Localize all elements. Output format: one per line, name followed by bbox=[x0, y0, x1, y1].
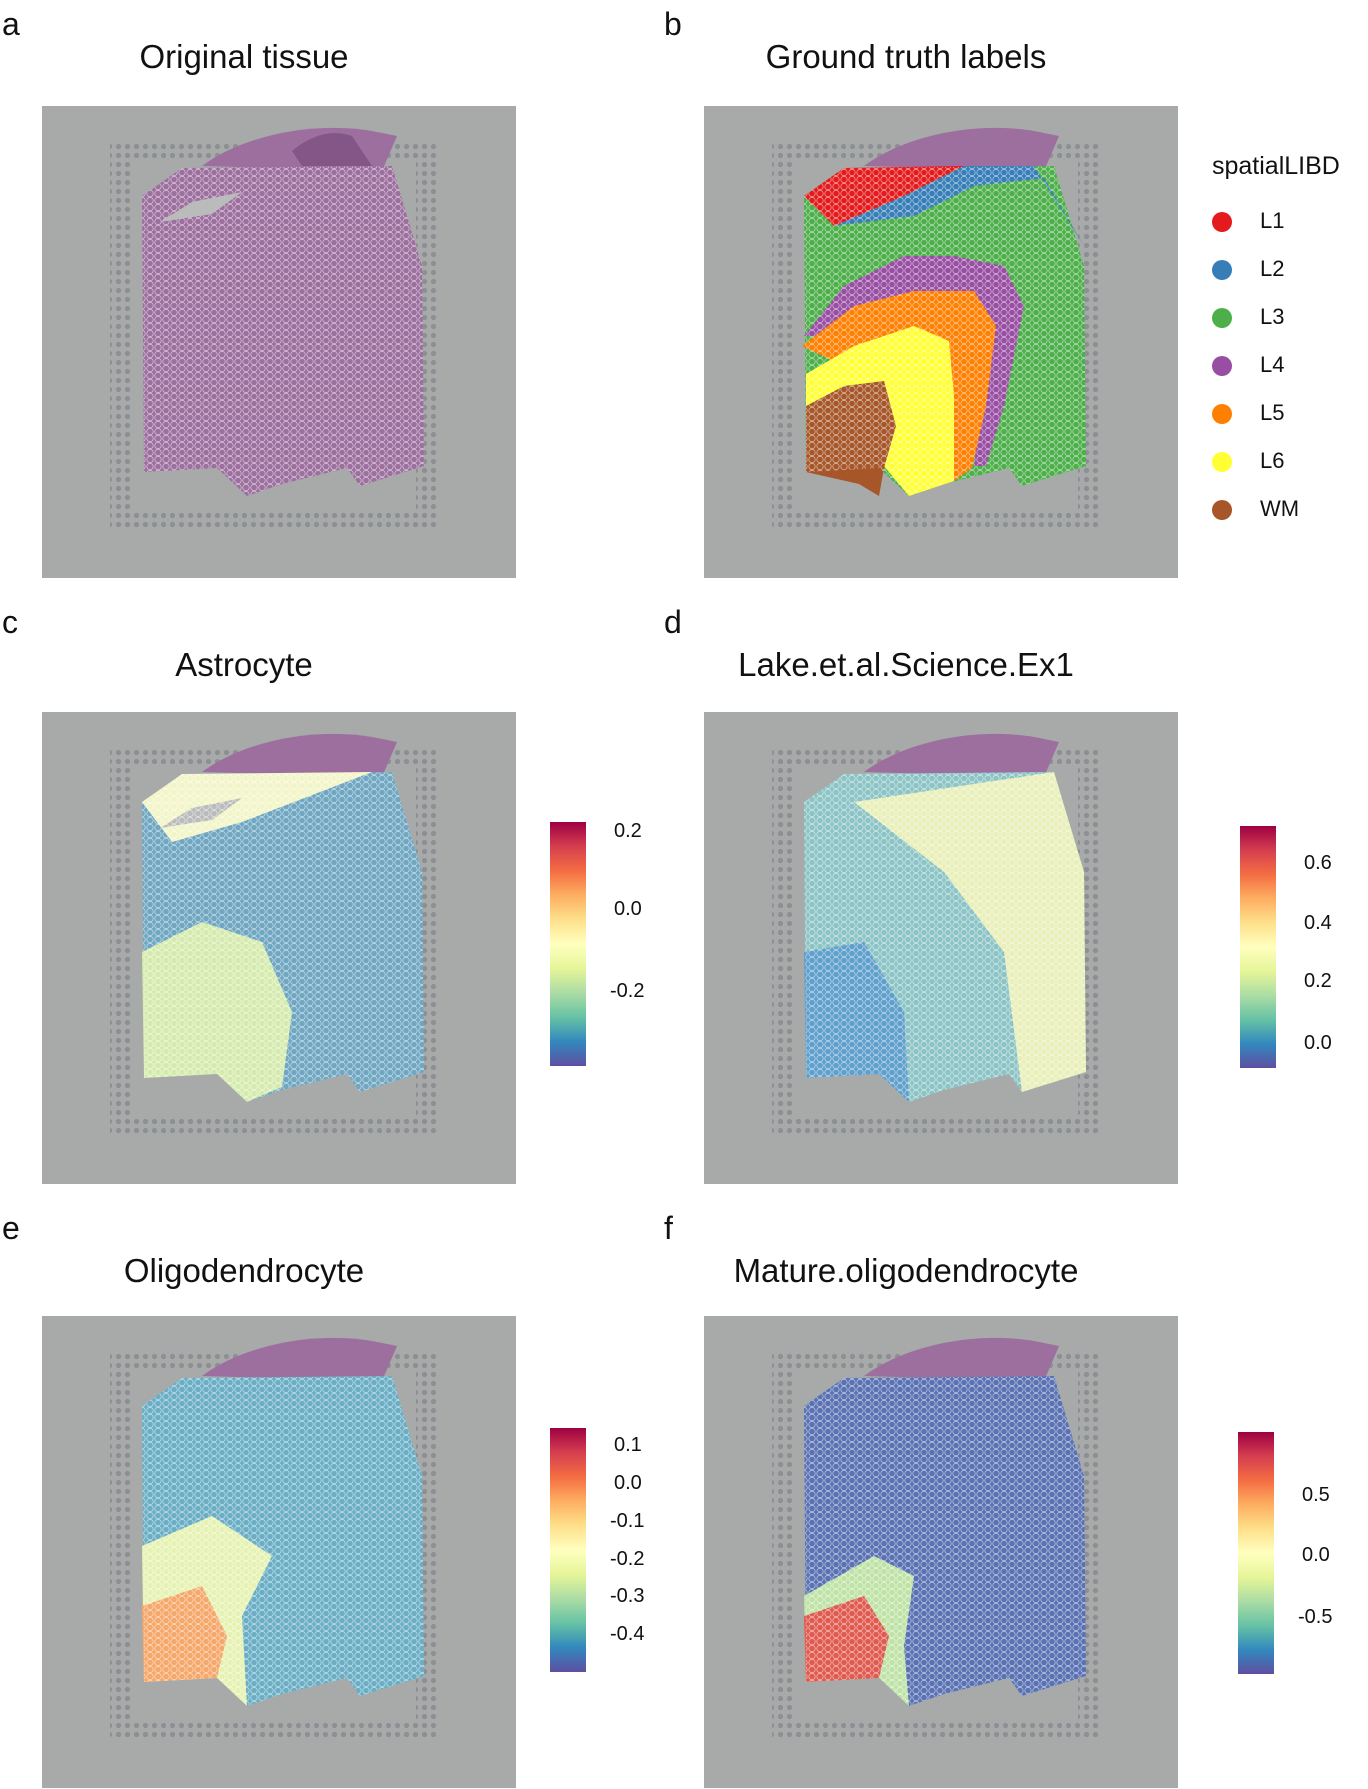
legend-label: L6 bbox=[1260, 448, 1285, 473]
tissue-image-c bbox=[42, 712, 516, 1184]
colorbar-e bbox=[550, 1428, 586, 1672]
panel-b-title: Ground truth labels bbox=[765, 38, 1047, 75]
panel-f-label: f bbox=[664, 1210, 673, 1246]
legend-label: L1 bbox=[1260, 208, 1285, 233]
legend-swatch bbox=[1212, 212, 1232, 233]
colorbar-e-tick-0: 0.1 bbox=[614, 1434, 642, 1456]
tissue-image-d bbox=[704, 712, 1178, 1184]
tissue-image-a bbox=[42, 106, 516, 578]
legend-swatch bbox=[1212, 260, 1232, 281]
legend-title: spatialLIBD bbox=[1212, 152, 1340, 180]
colorbar-c-tick-0: 0.2 bbox=[614, 820, 642, 842]
panel-f-title: Mature.oligodendrocyte bbox=[733, 1252, 1079, 1289]
legend-swatch bbox=[1212, 356, 1232, 377]
colorbar-c-tick-2: -0.2 bbox=[610, 980, 645, 1002]
legend-item-wm: WM bbox=[1212, 496, 1299, 522]
panel-b-label: b bbox=[664, 6, 682, 42]
legend-swatch bbox=[1212, 500, 1232, 521]
colorbar-f-tick-0: 0.5 bbox=[1302, 1484, 1330, 1506]
colorbar-e-tick-1: 0.0 bbox=[614, 1472, 642, 1494]
colorbar-e-tick-3: -0.2 bbox=[610, 1548, 645, 1570]
tissue-image-e bbox=[42, 1316, 516, 1788]
legend-item-l5: L5 bbox=[1212, 400, 1284, 426]
panel-c-title: Astrocyte bbox=[175, 646, 313, 683]
tissue-image-f bbox=[704, 1316, 1178, 1788]
panel-e-title: Oligodendrocyte bbox=[123, 1252, 365, 1289]
legend-swatch bbox=[1212, 404, 1232, 425]
legend-label: L2 bbox=[1260, 256, 1285, 281]
colorbar-e-tick-5: -0.4 bbox=[610, 1623, 645, 1645]
colorbar-e-tick-4: -0.3 bbox=[610, 1585, 645, 1607]
colorbar-f bbox=[1238, 1432, 1274, 1674]
colorbar-d-tick-2: 0.2 bbox=[1304, 970, 1332, 992]
panel-c-label: c bbox=[2, 604, 18, 640]
legend-item-l3: L3 bbox=[1212, 304, 1284, 330]
legend-swatch bbox=[1212, 452, 1232, 473]
colorbar-d-tick-3: 0.0 bbox=[1304, 1032, 1332, 1054]
tissue-image-b bbox=[704, 106, 1178, 578]
colorbar-c bbox=[550, 822, 586, 1066]
legend-item-l2: L2 bbox=[1212, 256, 1284, 282]
panel-e-label: e bbox=[2, 1210, 20, 1246]
legend-item-l4: L4 bbox=[1212, 352, 1284, 378]
colorbar-d-tick-1: 0.4 bbox=[1304, 912, 1332, 934]
legend-label: L3 bbox=[1260, 304, 1285, 329]
legend-item-l6: L6 bbox=[1212, 448, 1284, 474]
colorbar-f-tick-2: -0.5 bbox=[1298, 1606, 1333, 1628]
colorbar-e-tick-2: -0.1 bbox=[610, 1510, 645, 1532]
legend-label: L5 bbox=[1260, 400, 1285, 425]
legend-label: L4 bbox=[1260, 352, 1285, 377]
legend-item-l1: L1 bbox=[1212, 208, 1284, 234]
legend-label: WM bbox=[1260, 496, 1300, 521]
panel-d-label: d bbox=[664, 604, 682, 640]
colorbar-d bbox=[1240, 826, 1276, 1068]
colorbar-c-tick-1: 0.0 bbox=[614, 898, 642, 920]
colorbar-d-tick-0: 0.6 bbox=[1304, 852, 1332, 874]
panel-a-title: Original tissue bbox=[139, 38, 349, 75]
panel-d-title: Lake.et.al.Science.Ex1 bbox=[738, 646, 1074, 683]
legend-swatch bbox=[1212, 308, 1232, 329]
colorbar-f-tick-1: 0.0 bbox=[1302, 1544, 1330, 1566]
panel-a-label: a bbox=[2, 6, 20, 42]
